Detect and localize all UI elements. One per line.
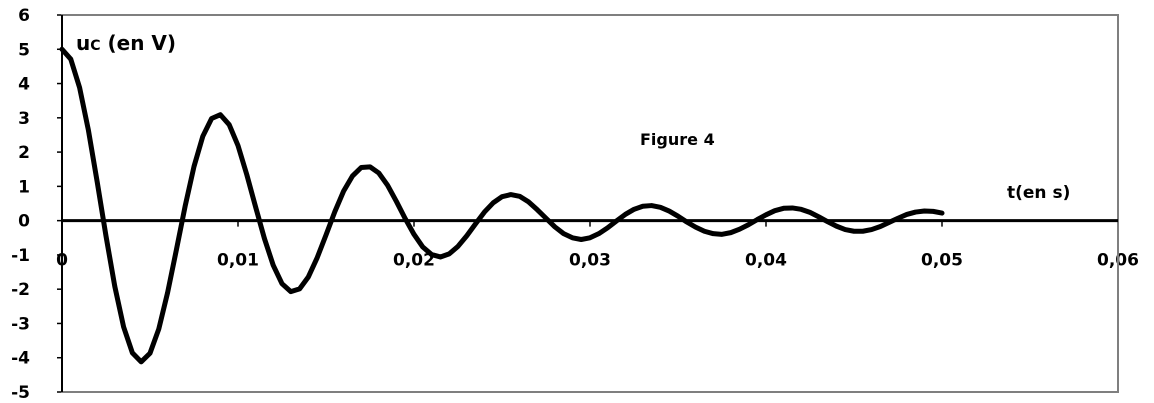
y-axis-ticks: 6 5 4 3 2 1 0 -1 -2 -3 -4 -5 [11, 6, 62, 403]
x-tick-label: 0,05 [921, 251, 963, 271]
y-tick-label: 0 [18, 212, 30, 232]
y-tick-label: 4 [18, 75, 30, 95]
y-tick-label: 2 [18, 143, 30, 163]
y-tick-label: 1 [18, 177, 30, 197]
x-tick-label: 0,01 [217, 251, 259, 271]
x-tick-label: 0,03 [569, 251, 611, 271]
y-axis-label: uC (en V) [76, 31, 176, 55]
y-tick-label: -2 [11, 280, 30, 300]
y-tick-label: -5 [11, 383, 30, 403]
plot-area-border [61, 14, 1119, 393]
x-axis-ticks: 00,010,020,030,040,050,06 [56, 220, 1139, 271]
x-tick-label: 0,04 [745, 251, 787, 271]
x-tick-label: 0,02 [393, 251, 435, 271]
x-axis-label: t(en s) [1007, 183, 1070, 203]
y-tick-label: 5 [18, 40, 30, 60]
y-tick-label: -1 [11, 246, 30, 266]
y-tick-label: 3 [18, 109, 30, 129]
series-line [59, 46, 945, 365]
y-tick-label: 6 [18, 6, 30, 26]
y-tick-label: -4 [11, 349, 30, 369]
chart-title: Figure 4 [640, 130, 715, 149]
y-tick-label: -3 [11, 314, 30, 334]
